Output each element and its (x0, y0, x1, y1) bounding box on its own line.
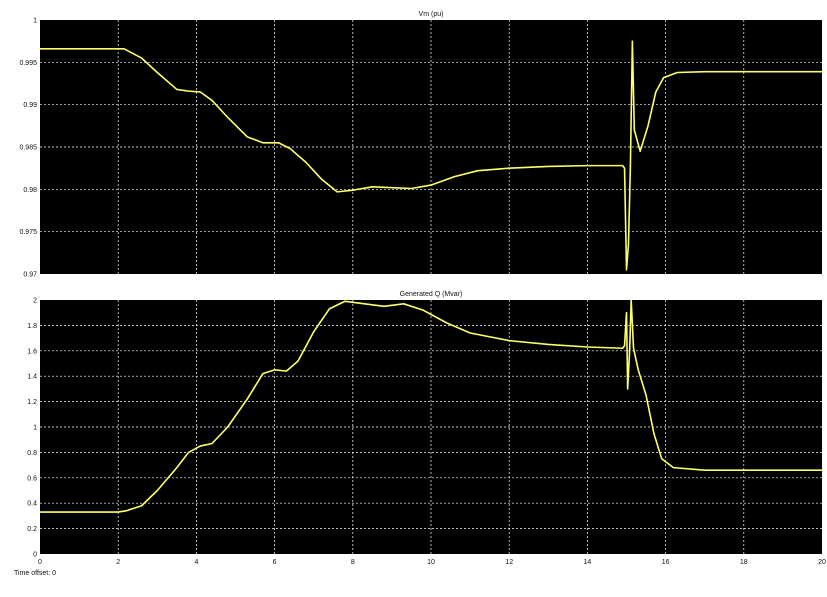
plot-2-xtick-label: 16 (662, 559, 670, 566)
plot-2-xtick-label: 4 (194, 559, 198, 566)
plot-2-xtick-label: 14 (584, 559, 592, 566)
time-offset-label: Time offset: 0 (14, 570, 57, 577)
plot-2-ytick-label: 0.6 (27, 475, 37, 482)
plot-2-xtick-label: 6 (273, 559, 277, 566)
plot-2-ytick-label: 1 (33, 425, 37, 432)
plot-1-ytick-label: 0.995 (19, 60, 37, 67)
plot-2-xtick-label: 0 (38, 559, 42, 566)
plot-2-xtick-label: 18 (740, 559, 748, 566)
plot-2-ytick-label: 0.4 (27, 501, 37, 508)
plot-2-ytick-label: 1.6 (27, 348, 37, 355)
plot-1-ytick-label: 0.99 (23, 102, 37, 109)
plot-1-ytick-label: 0.98 (23, 187, 37, 194)
plot-1-title: Vm (pu) (419, 11, 444, 18)
plot-1-ytick-label: 0.985 (19, 145, 37, 152)
plot-2-xtick-label: 12 (505, 559, 513, 566)
plot-2-xtick-label: 2 (116, 559, 120, 566)
plot-2-ytick-label: 1.4 (27, 374, 37, 381)
plot-2-ytick-label: 0 (33, 552, 37, 559)
plot-2-ytick-label: 2 (33, 298, 37, 305)
plot-1-ytick-label: 0.975 (19, 229, 37, 236)
plot-2-xtick-label: 20 (818, 559, 826, 566)
plot-2-ytick-label: 0.2 (27, 526, 37, 533)
plot-1-ytick-label: 1 (33, 18, 37, 25)
plot-2-xtick-label: 8 (351, 559, 355, 566)
plot-2-trace (40, 299, 822, 513)
plot-2-ytick-label: 0.8 (27, 450, 37, 457)
plot-2-title: Generated Q (Mvar) (400, 291, 463, 298)
plot-1-trace (40, 40, 822, 271)
plot-1-axes (40, 20, 822, 274)
plot-1-ytick-label: 0.97 (23, 272, 37, 279)
plot-2-ytick-label: 1.2 (27, 399, 37, 406)
plot-2-axes (40, 300, 822, 554)
plot-2-xtick-label: 10 (427, 559, 435, 566)
plot-2-ytick-label: 1.8 (27, 323, 37, 330)
